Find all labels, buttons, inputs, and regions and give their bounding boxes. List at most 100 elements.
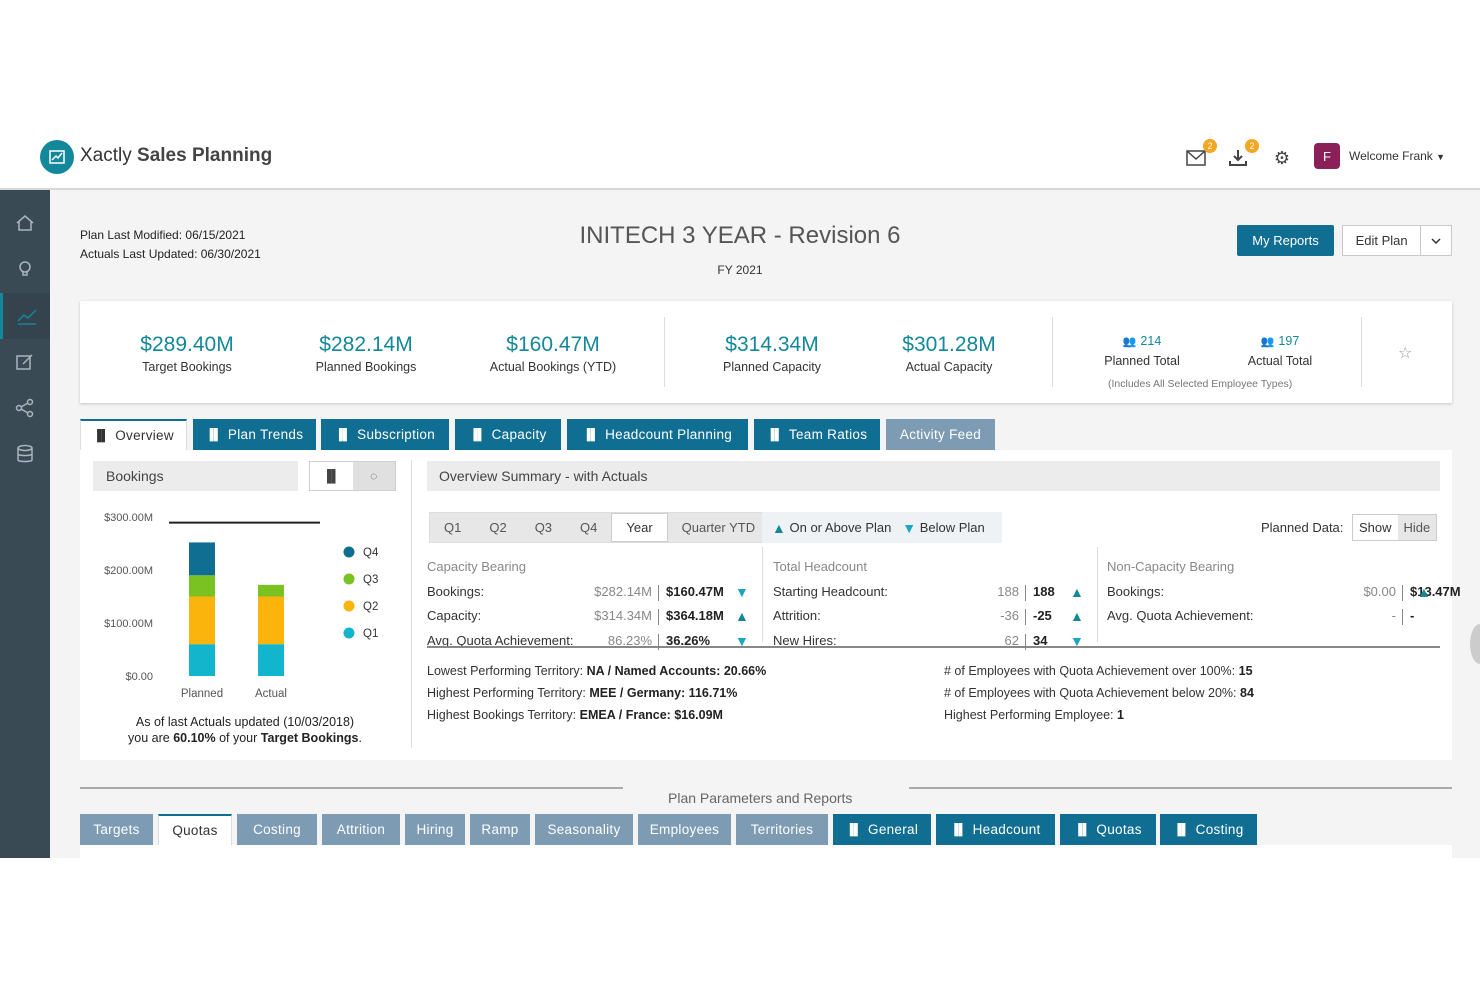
avatar[interactable]: F bbox=[1314, 143, 1340, 169]
page-title: INITECH 3 YEAR - Revision 6 bbox=[579, 222, 901, 249]
tab-targets[interactable]: Targets bbox=[80, 814, 153, 845]
kpi-value: $301.28M bbox=[902, 333, 996, 356]
report-general[interactable]: ▐▌ General bbox=[833, 814, 931, 845]
legend-label[interactable]: Q1 bbox=[363, 628, 378, 640]
edit-plan-label: Edit Plan bbox=[1355, 233, 1408, 248]
planned-value: $0.00 bbox=[1363, 583, 1396, 599]
tab-q1[interactable]: Q1 bbox=[444, 520, 462, 535]
user-menu[interactable]: Welcome Frank ▼ bbox=[1349, 149, 1445, 163]
y-tick-label: $300.00M bbox=[104, 512, 153, 524]
bar-q4-planned[interactable] bbox=[189, 542, 215, 576]
edit-plan-button[interactable]: Edit Plan bbox=[1342, 225, 1452, 256]
bookings-note: As of last Actuals updated (10/03/2018) … bbox=[128, 715, 362, 745]
x-tick-label: Planned bbox=[181, 688, 223, 700]
metric-row: Capacity: $314.34M $364.18M ▲ bbox=[427, 604, 757, 629]
plan-meta: Plan Last Modified: 06/15/2021 Actuals L… bbox=[80, 226, 261, 264]
divider bbox=[427, 646, 1440, 648]
bar-q3-actual[interactable] bbox=[258, 584, 284, 597]
legend-label[interactable]: Q2 bbox=[363, 601, 378, 613]
tab-quotas[interactable]: Quotas bbox=[158, 814, 232, 845]
tab-year[interactable]: Year bbox=[611, 513, 668, 542]
kpi-label: Planned Bookings bbox=[315, 360, 417, 374]
pie-chart-icon[interactable]: ◌ bbox=[370, 469, 378, 483]
kpi-planned-total: 👥 214 Planned Total bbox=[1092, 334, 1192, 368]
metric-label: Capacity: bbox=[427, 608, 482, 623]
overview-summary-title: Overview Summary - with Actuals bbox=[427, 461, 1440, 491]
gear-icon[interactable]: ⚙ bbox=[1273, 147, 1291, 168]
database-icon[interactable] bbox=[0, 431, 50, 477]
bar-q3-planned[interactable] bbox=[189, 575, 215, 597]
welcome-text: Welcome Frank bbox=[1349, 149, 1433, 163]
hide-button[interactable]: Hide bbox=[1403, 520, 1431, 535]
tab-quarter-ytd[interactable]: Quarter YTD bbox=[681, 520, 756, 535]
tab-activity-feed[interactable]: Activity Feed bbox=[886, 419, 995, 450]
star-icon[interactable]: ☆ bbox=[1398, 345, 1413, 362]
chart-line-icon[interactable] bbox=[0, 293, 50, 339]
legend-dot[interactable] bbox=[343, 600, 355, 612]
legend-label[interactable]: Q3 bbox=[363, 574, 378, 586]
planned-value: $282.14M bbox=[594, 583, 652, 599]
kpi-planned-bookings: $282.14M Planned Bookings bbox=[306, 333, 426, 374]
show-button[interactable]: Show bbox=[1353, 515, 1398, 540]
legend-dot[interactable] bbox=[343, 627, 355, 639]
bar-q2-actual[interactable] bbox=[258, 596, 284, 645]
my-reports-button[interactable]: My Reports bbox=[1237, 225, 1334, 256]
share-icon[interactable] bbox=[0, 385, 50, 431]
report-costing[interactable]: ▐▌ Costing bbox=[1160, 814, 1257, 845]
tab-territories[interactable]: Territories bbox=[736, 814, 828, 845]
metric-row: New Hires: 62 34 ▼ bbox=[773, 629, 1093, 654]
y-tick-label: $200.00M bbox=[104, 565, 153, 577]
y-tick-label: $100.00M bbox=[104, 618, 153, 630]
tab-costing[interactable]: Costing bbox=[237, 814, 317, 845]
chevron-down-icon[interactable] bbox=[1420, 226, 1451, 255]
report-quotas[interactable]: ▐▌ Quotas bbox=[1060, 814, 1156, 845]
triangle-down-icon: ▼ bbox=[735, 583, 749, 600]
mail-icon[interactable]: 2 bbox=[1183, 139, 1217, 171]
metric-label: Avg. Quota Achievement: bbox=[1107, 608, 1254, 623]
tab-ramp[interactable]: Ramp bbox=[470, 814, 530, 845]
tab-employees[interactable]: Employees bbox=[638, 814, 731, 845]
tab-q2[interactable]: Q2 bbox=[489, 520, 507, 535]
bar-q2-planned[interactable] bbox=[189, 596, 215, 645]
tab-subscription[interactable]: ▐▌ Subscription bbox=[321, 419, 449, 450]
plan-parameters-title: Plan Parameters and Reports bbox=[668, 790, 853, 806]
lightbulb-icon[interactable] bbox=[0, 246, 50, 292]
tab-overview[interactable]: ▐▌ Overview bbox=[80, 419, 187, 450]
tab-plan-trends[interactable]: ▐▌ Plan Trends bbox=[193, 419, 316, 450]
tab-attrition[interactable]: Attrition bbox=[322, 814, 400, 845]
download-icon[interactable]: 2 bbox=[1225, 139, 1259, 171]
kpi-label: Actual Total bbox=[1247, 354, 1313, 368]
caret-down-icon: ▼ bbox=[1436, 152, 1446, 162]
bar-q1-actual[interactable] bbox=[258, 644, 284, 676]
tab-seasonality[interactable]: Seasonality bbox=[535, 814, 633, 845]
actual-value: 34 bbox=[1033, 632, 1048, 648]
plan-legend: ▲ On or Above Plan ▼ Below Plan bbox=[762, 512, 1002, 543]
kpi-target-bookings: $289.40M Target Bookings bbox=[132, 333, 242, 374]
legend-label[interactable]: Q4 bbox=[363, 547, 379, 559]
tab-hiring[interactable]: Hiring bbox=[405, 814, 465, 845]
tab-capacity[interactable]: ▐▌ Capacity bbox=[455, 419, 561, 450]
bar-q1-planned[interactable] bbox=[189, 644, 215, 676]
scroll-left-handle[interactable] bbox=[0, 624, 10, 664]
triangle-up-icon: ▲ bbox=[1070, 608, 1084, 624]
tab-q4[interactable]: Q4 bbox=[580, 520, 598, 535]
kpi-planned-capacity: $314.34M Planned Capacity bbox=[710, 333, 834, 374]
edit-icon[interactable] bbox=[0, 339, 50, 385]
separator bbox=[658, 609, 659, 625]
bar-chart-icon: ▐▌ bbox=[766, 428, 783, 441]
metric-row: Avg. Quota Achievement: - - bbox=[1107, 604, 1437, 629]
facts-right: # of Employees with Quota Achievement ov… bbox=[944, 660, 1254, 726]
fact-item: Lowest Performing Territory: NA / Named … bbox=[427, 664, 767, 678]
report-headcount[interactable]: ▐▌ Headcount bbox=[936, 814, 1055, 845]
tab-team-ratios[interactable]: ▐▌ Team Ratios bbox=[754, 419, 880, 450]
bar-chart-icon[interactable]: ▐▌ bbox=[310, 462, 353, 490]
tab-headcount-planning[interactable]: ▐▌ Headcount Planning bbox=[567, 419, 748, 450]
section-title: Non-Capacity Bearing bbox=[1107, 559, 1235, 574]
actuals-updated: Actuals Last Updated: 06/30/2021 bbox=[80, 247, 261, 261]
home-icon[interactable] bbox=[0, 200, 50, 246]
legend-dot[interactable] bbox=[343, 573, 355, 585]
xactly-logo-icon[interactable] bbox=[40, 140, 74, 174]
scroll-right-handle[interactable] bbox=[1470, 624, 1480, 664]
tab-q3[interactable]: Q3 bbox=[534, 520, 553, 535]
legend-dot[interactable] bbox=[343, 546, 355, 558]
